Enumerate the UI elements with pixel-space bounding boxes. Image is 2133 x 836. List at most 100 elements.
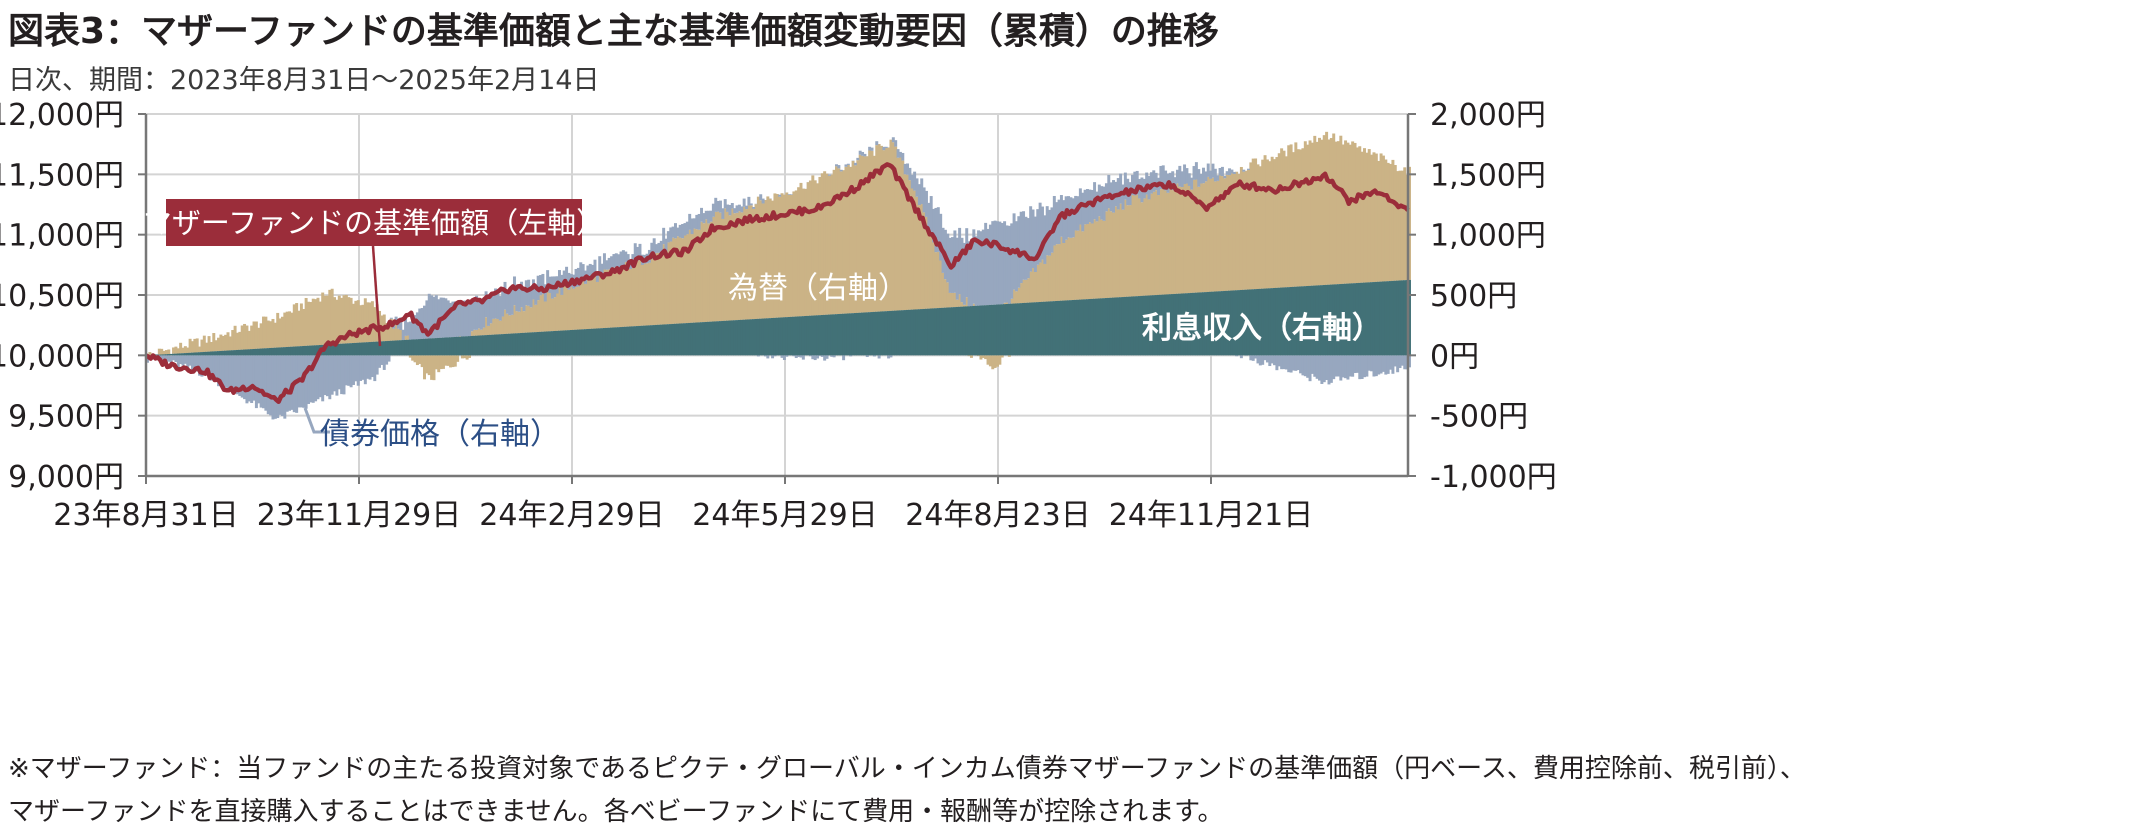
fx-bar (759, 200, 763, 319)
fx-bar (716, 211, 720, 322)
interest-bar (1355, 283, 1359, 356)
interest-bar (1126, 296, 1130, 356)
bond-bar (1223, 175, 1227, 179)
bond-bar (1377, 355, 1381, 375)
bond-bar (1095, 191, 1099, 222)
interest-bar (366, 342, 370, 356)
fx-bar (463, 355, 467, 359)
bond-bar (723, 199, 727, 209)
fx-bar (311, 298, 315, 346)
interest-bar (714, 321, 718, 356)
interest-bar (778, 317, 782, 356)
fx-bar (818, 176, 822, 316)
fx-bar (1365, 152, 1369, 283)
bond-bar (1218, 167, 1222, 176)
interest-bar (1246, 289, 1250, 356)
fx-bar (188, 338, 192, 353)
bond-bar (1014, 221, 1018, 292)
bond-bar (1246, 168, 1250, 170)
interest-bar (591, 328, 595, 356)
fx-bar (174, 346, 178, 354)
fx-bar (1230, 173, 1234, 291)
interest-bar (278, 347, 282, 356)
fx-bar (865, 156, 869, 313)
fx-bar (913, 190, 917, 310)
bond-bar (254, 355, 258, 409)
bond-bar (1353, 355, 1357, 374)
bond-bar (1119, 173, 1123, 204)
bond-bar (1301, 355, 1305, 376)
interest-bar (991, 304, 995, 356)
bond-bar (1363, 355, 1366, 378)
interest-bar (1194, 292, 1198, 356)
bond-bar (1265, 355, 1269, 363)
fx-bar (536, 300, 540, 332)
fx-bar (205, 342, 209, 352)
fx-bar (1403, 167, 1407, 281)
interest-bar (1164, 294, 1168, 356)
interest-bar (1140, 295, 1144, 356)
interest-bar (948, 307, 952, 356)
fx-bar (1138, 198, 1142, 297)
fx-bar (780, 193, 784, 318)
fx-bar (214, 340, 218, 352)
fx-bar (1235, 171, 1239, 291)
interest-bar (195, 352, 199, 356)
fx-bar (669, 241, 673, 325)
interest-bar (728, 320, 732, 356)
fx-bar (879, 145, 883, 312)
fx-bar (629, 268, 632, 327)
right-tick-label: -1,000円 (1430, 460, 1557, 495)
fx-bar (1154, 190, 1158, 296)
fx-bar (1029, 271, 1033, 303)
interest-bar (1138, 296, 1142, 356)
fx-bar (262, 316, 265, 349)
bond-bar (1239, 355, 1243, 359)
bond-bar (205, 355, 209, 372)
bond-bar (920, 178, 924, 205)
interest-bar (1273, 287, 1277, 356)
interest-bar (896, 310, 900, 356)
bond-callout-leader (303, 407, 330, 434)
fx-bar (212, 333, 216, 352)
fx-bar (453, 355, 457, 367)
fx-bar (574, 287, 578, 330)
interest-bar (967, 306, 971, 356)
interest-bar (972, 305, 976, 356)
interest-bar (792, 316, 796, 356)
interest-bar (233, 350, 237, 356)
bond-bar (1308, 355, 1312, 382)
fx-bar (361, 304, 365, 343)
fx-bar (1296, 149, 1300, 287)
fx-bar (1310, 142, 1314, 286)
interest-bar (903, 310, 907, 356)
bond-bar (169, 355, 173, 365)
fx-bar (1256, 164, 1260, 289)
bond-bar (539, 275, 543, 296)
bond-bar (200, 355, 204, 377)
interest-bar (969, 306, 973, 356)
bond-bar (1374, 355, 1378, 377)
fx-bar (972, 303, 976, 306)
bond-bar (877, 355, 881, 359)
fx-bar (1057, 244, 1061, 301)
bond-bar (449, 302, 453, 338)
interest-bar (1173, 293, 1177, 356)
fx-bar (702, 223, 706, 323)
interest-bar (1310, 285, 1314, 356)
fx-bar (1396, 171, 1400, 281)
interest-bar (527, 332, 531, 356)
bond-bar (359, 355, 363, 381)
fx-bar (1318, 137, 1321, 286)
interest-bar (1367, 282, 1371, 356)
interest-bar (745, 319, 749, 356)
fx-bar (1140, 202, 1144, 296)
interest-bar (297, 346, 301, 356)
bond-bar (799, 355, 803, 358)
interest-bar (1083, 299, 1087, 356)
bond-bar (742, 198, 746, 207)
bond-bar (1280, 355, 1284, 370)
interest-bar (380, 341, 384, 356)
interest-bar (1270, 288, 1274, 356)
bond-bar (636, 246, 640, 261)
